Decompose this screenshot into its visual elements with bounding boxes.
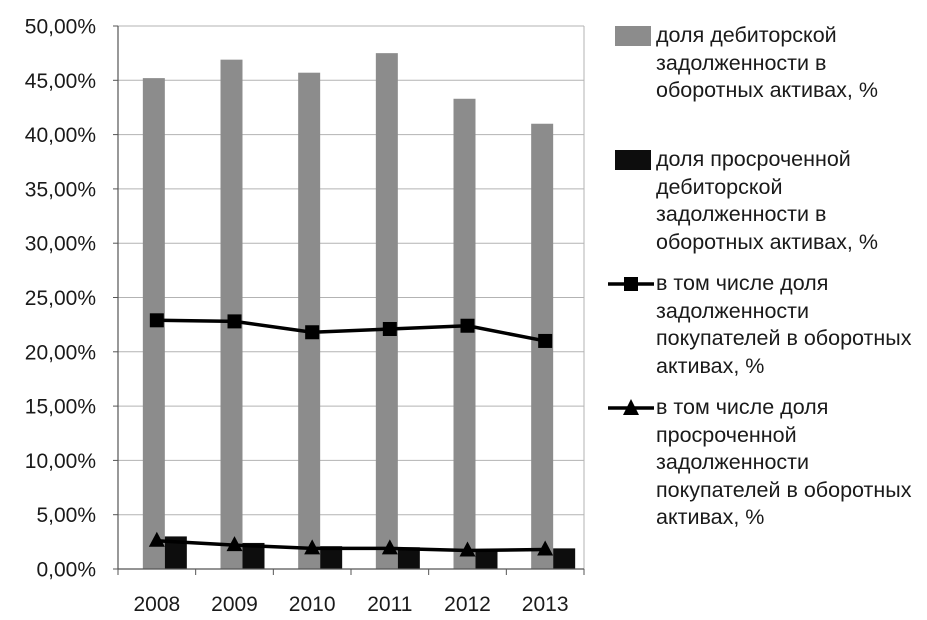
y-tick-label: 15,00% bbox=[25, 396, 96, 419]
bar-2008 bbox=[164, 536, 187, 569]
square-marker-2008 bbox=[149, 313, 164, 328]
legend-swatch-triangle-line bbox=[608, 399, 654, 415]
legend-label: в том числе доля просроченной задолженно… bbox=[656, 395, 912, 529]
legend-swatch-black-bar bbox=[615, 150, 651, 170]
bar-2011 bbox=[375, 53, 398, 569]
bar-2009 bbox=[242, 542, 265, 569]
legend-swatch-gray-bar bbox=[615, 26, 651, 46]
x-tick-label: 2008 bbox=[133, 593, 180, 616]
triangle-marker-2012 bbox=[459, 541, 476, 557]
x-tick-label: 2012 bbox=[444, 593, 491, 616]
bar-2012 bbox=[453, 98, 476, 570]
x-tick-label: 2010 bbox=[289, 593, 336, 616]
bar-2013 bbox=[553, 548, 576, 569]
square-marker-2009 bbox=[227, 314, 242, 329]
square-marker-2012 bbox=[460, 318, 475, 333]
lines bbox=[148, 313, 554, 557]
square-marker-2010 bbox=[305, 325, 320, 340]
legend-label: в том числе доля задолженности покупател… bbox=[656, 271, 912, 378]
y-tick-label: 35,00% bbox=[25, 178, 96, 201]
y-tick-label: 10,00% bbox=[25, 450, 96, 473]
triangle-marker-2013 bbox=[537, 540, 554, 556]
series-line bbox=[156, 539, 546, 553]
legend-label: доля просроченной дебиторской задолженно… bbox=[656, 147, 878, 254]
bars bbox=[142, 53, 576, 570]
triangle-marker-2008 bbox=[148, 531, 165, 547]
bar-2012 bbox=[475, 549, 498, 569]
bar-2011 bbox=[397, 547, 420, 569]
bar-2009 bbox=[220, 59, 243, 569]
y-tick-label: 50,00% bbox=[25, 16, 96, 39]
x-tick-label: 2013 bbox=[522, 593, 569, 616]
y-tick-label: 25,00% bbox=[25, 287, 96, 310]
x-tick-label: 2009 bbox=[211, 593, 258, 616]
legend-label: доля дебиторской задолженности в оборотн… bbox=[656, 23, 878, 102]
y-tick-label: 0,00% bbox=[36, 559, 96, 582]
x-tick-label: 2011 bbox=[367, 593, 412, 616]
chart-plot: 0,00% 5,00% 10,00% 15,00% 20,00% 25,00% 30,00%… bbox=[25, 16, 585, 616]
y-tick-label: 5,00% bbox=[36, 504, 96, 527]
bar-2010 bbox=[298, 72, 321, 569]
series-line bbox=[156, 318, 546, 343]
triangle-marker-2011 bbox=[381, 539, 398, 555]
y-tick-label: 30,00% bbox=[25, 233, 96, 256]
y-tick-label: 45,00% bbox=[25, 70, 96, 93]
triangle-marker-2009 bbox=[226, 536, 243, 552]
legend-swatch-square-line bbox=[608, 277, 654, 291]
bar-2010 bbox=[320, 546, 343, 569]
y-tick-label: 20,00% bbox=[25, 341, 96, 364]
y-tick-label: 40,00% bbox=[25, 124, 96, 147]
square-marker-2013 bbox=[538, 333, 553, 348]
gridlines bbox=[118, 25, 585, 569]
square-marker-2011 bbox=[382, 321, 397, 336]
triangle-marker-2010 bbox=[304, 539, 321, 555]
axes: 0,00% 5,00% 10,00% 15,00% 20,00% 25,00% 30,00%… bbox=[25, 16, 585, 616]
